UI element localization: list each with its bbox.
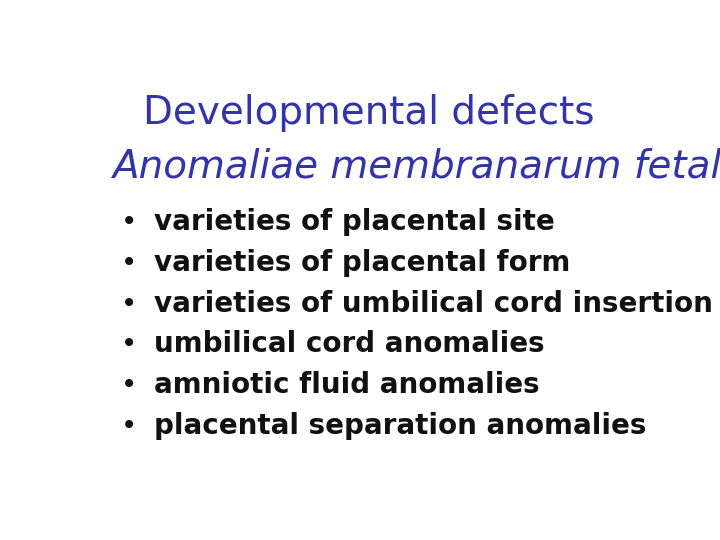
Text: varieties of umbilical cord insertion: varieties of umbilical cord insertion <box>154 290 713 318</box>
Text: •: • <box>121 290 137 318</box>
Text: umbilical cord anomalies: umbilical cord anomalies <box>154 330 545 359</box>
Text: Developmental defects: Developmental defects <box>143 94 595 132</box>
Text: •: • <box>121 371 137 399</box>
Text: Anomaliae membranarum fetalium: Anomaliae membranarum fetalium <box>112 148 720 186</box>
Text: •: • <box>121 412 137 440</box>
Text: •: • <box>121 249 137 277</box>
Text: varieties of placental site: varieties of placental site <box>154 208 555 237</box>
Text: •: • <box>121 208 137 237</box>
Text: placental separation anomalies: placental separation anomalies <box>154 412 647 440</box>
Text: amniotic fluid anomalies: amniotic fluid anomalies <box>154 371 540 399</box>
Text: varieties of placental form: varieties of placental form <box>154 249 570 277</box>
Text: •: • <box>121 330 137 359</box>
